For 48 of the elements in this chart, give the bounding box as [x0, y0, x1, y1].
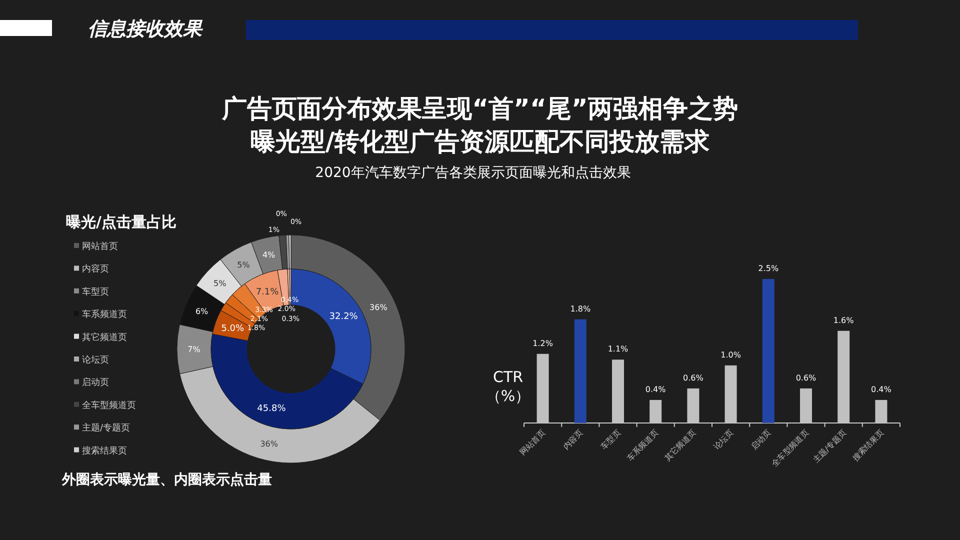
legend-label: 论坛页 — [82, 354, 109, 366]
data-label: 0.6% — [683, 373, 704, 382]
data-label: 1.2% — [532, 338, 554, 348]
data-label: 36% — [260, 439, 278, 448]
legend-label: 全车型频道页 — [82, 400, 136, 411]
x-tick-label: 内容页 — [561, 428, 585, 452]
data-label: 32.2% — [329, 312, 358, 322]
x-tick-label: 全车型频道页 — [770, 428, 810, 468]
data-label: 5.0% — [221, 324, 245, 334]
legend-label: 网站首页 — [82, 241, 118, 252]
y-axis-title: CTR（%） — [486, 368, 530, 405]
x-tick-label: 其它频道页 — [662, 428, 698, 463]
text: 2020年汽车数字广告各类展示页面曝光和点击效果 — [315, 165, 631, 181]
bar — [762, 279, 774, 423]
data-label: 1.8% — [570, 304, 591, 314]
x-tick-label: 车型页 — [599, 428, 622, 452]
x-tick-label: 主题/专题页 — [811, 428, 848, 465]
data-label: 4% — [262, 250, 276, 260]
data-label: 7% — [188, 345, 201, 354]
x-tick-label: 启动页 — [749, 428, 773, 452]
x-tick-label: 网站首页 — [518, 428, 548, 458]
data-label: 1.0% — [720, 350, 742, 360]
data-label: 1.1% — [608, 344, 629, 354]
x-tick-label: 车系频道页 — [625, 428, 660, 463]
data-label: 0.4% — [645, 384, 666, 394]
legend-label: 车系频道页 — [82, 309, 127, 320]
legend-label: 启动页 — [82, 377, 109, 388]
data-label: 1.6% — [833, 316, 854, 325]
data-label: 5% — [237, 260, 250, 270]
data-label: 45.8% — [257, 404, 286, 414]
x-tick-label: 论坛页 — [712, 428, 736, 452]
data-label: 7.1% — [256, 288, 280, 298]
data-label: 0.6% — [796, 373, 817, 382]
data-label: 36% — [370, 303, 388, 312]
legend-label: 其它频道页 — [82, 332, 127, 343]
data-label: 6% — [195, 306, 209, 316]
text: 曝光型/转化型广告资源匹配不同投放需求 — [250, 127, 711, 156]
text: 广告页面分布效果呈现“首”“尾”两强相争之势 — [221, 94, 738, 123]
data-label: 2.5% — [758, 264, 779, 273]
text: 外圈表示曝光量、内圈表示点击量 — [61, 472, 272, 488]
chart-title: 曝光/点击量占比 — [66, 213, 176, 231]
data-label: 5% — [213, 279, 227, 288]
legend-label: 内容页 — [82, 264, 109, 275]
data-label: 0.4% — [871, 384, 892, 394]
x-tick-label: 搜索结果页 — [850, 428, 886, 463]
text: 信息接收效果 — [88, 18, 204, 40]
legend-label: 车型页 — [82, 286, 109, 298]
bar — [574, 319, 586, 423]
